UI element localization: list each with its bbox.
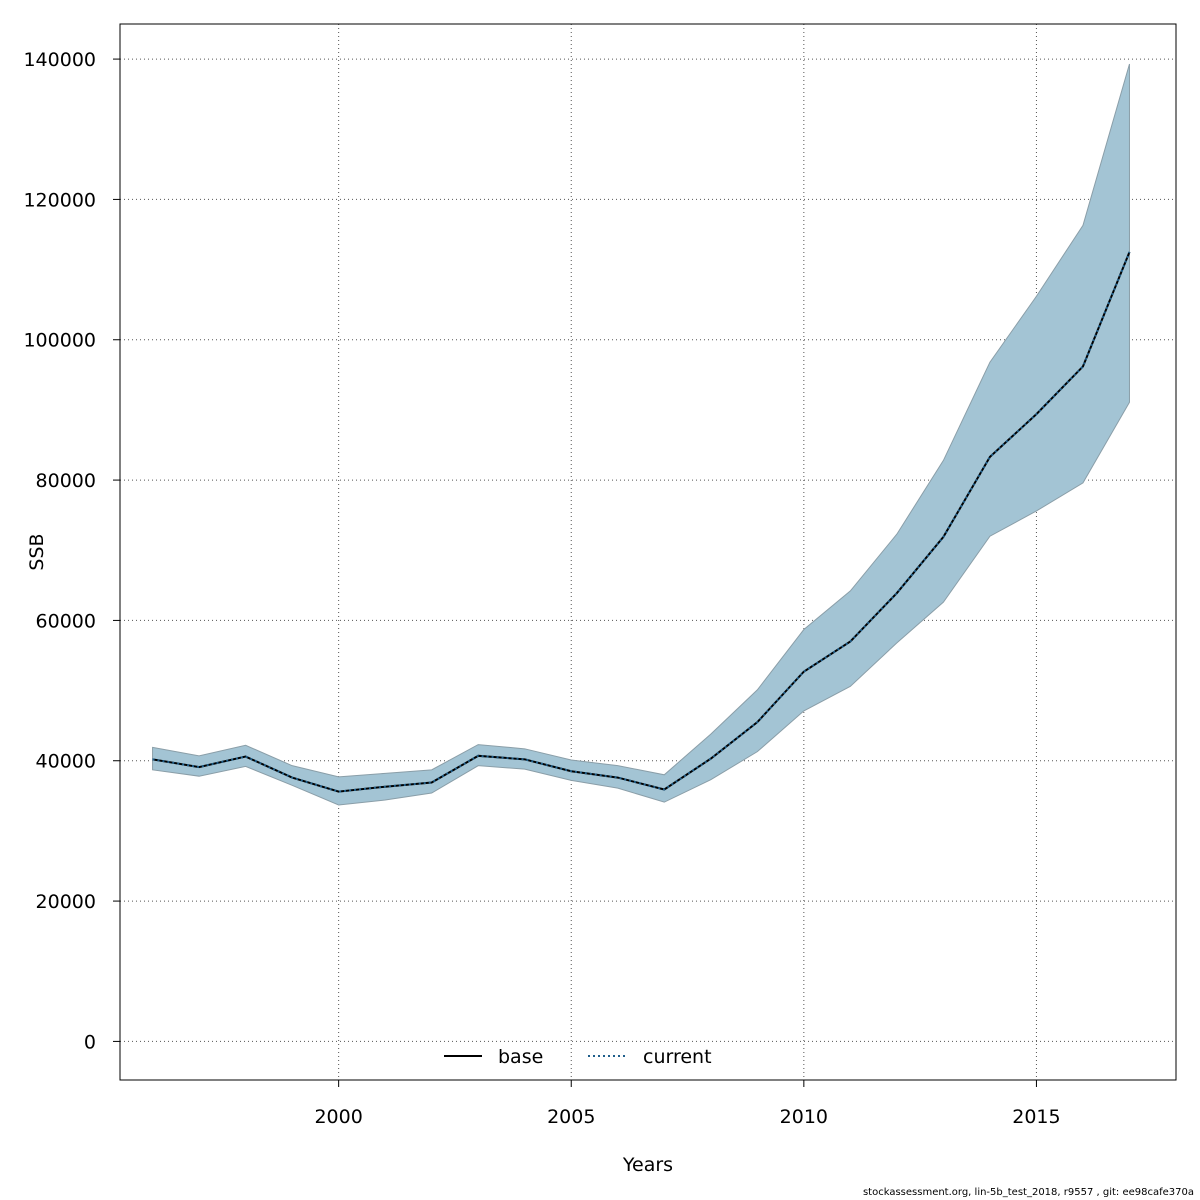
x-tick-label-2010: 2010 [780, 1106, 828, 1128]
plot-area-border [119, 23, 1177, 1081]
x-tick-label-2015: 2015 [1012, 1106, 1060, 1128]
series-lines [152, 251, 1131, 793]
legend-label-base: base [498, 1046, 543, 1068]
x-tick-label-2000: 2000 [314, 1106, 362, 1128]
grid-lines [120, 24, 1176, 1080]
y-tick-label-60000: 60000 [36, 610, 96, 632]
y-axis-title: SSB [26, 533, 48, 570]
legend: base current [444, 1046, 712, 1068]
y-tick-label-100000: 100000 [23, 330, 96, 352]
y-tick-label-40000: 40000 [36, 751, 96, 773]
y-axis: 0 20000 40000 60000 80000 100000 120000 140000 [23, 49, 120, 1053]
confidence-band-area [152, 63, 1130, 806]
y-tick-label-120000: 120000 [23, 189, 96, 211]
series-line-current [152, 251, 1131, 793]
legend-label-current: current [643, 1046, 712, 1068]
confidence-band [152, 63, 1130, 806]
y-tick-label-20000: 20000 [36, 891, 96, 913]
footer-credit: stockassessment.org, lin-5b_test_2018, r… [862, 1187, 1194, 1198]
x-axis-title: Years [622, 1154, 673, 1176]
y-tick-label-0: 0 [84, 1031, 96, 1053]
y-tick-label-80000: 80000 [36, 470, 96, 492]
x-axis: 2000 2005 2010 2015 [314, 1080, 1061, 1128]
y-tick-label-140000: 140000 [23, 49, 96, 71]
x-tick-label-2005: 2005 [547, 1106, 595, 1128]
